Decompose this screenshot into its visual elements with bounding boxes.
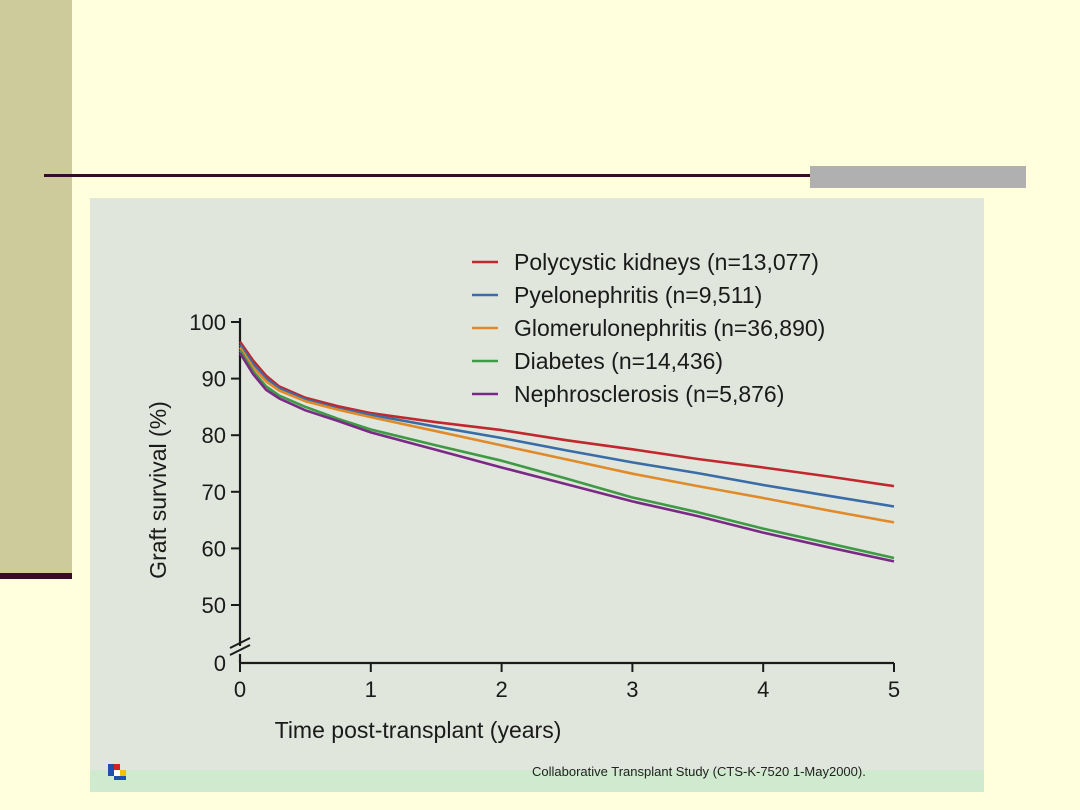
- series-line: [238, 352, 895, 563]
- x-axis-label: Time post-transplant (years): [275, 717, 562, 743]
- legend-label: Glomerulonephritis (n=36,890): [514, 315, 825, 341]
- grey-accent-bar: [810, 166, 1026, 188]
- footer-strip: [90, 770, 984, 792]
- source-credit: Collaborative Transplant Study (CTS-K-75…: [532, 764, 866, 779]
- axis-break-mark: [229, 644, 251, 656]
- series-line: [238, 346, 895, 524]
- y-tick-label: 100: [189, 310, 226, 335]
- x-tick-label: 3: [626, 677, 638, 702]
- legend-label: Diabetes (n=14,436): [514, 348, 723, 374]
- x-tick-label: 0: [234, 677, 246, 702]
- y-ticks: 100 90 80 70 60 50 0: [189, 310, 240, 676]
- y-tick-label: 90: [202, 367, 226, 392]
- y-tick-label: 0: [214, 651, 226, 676]
- x-ticks: 0 1 2 3 4 5: [234, 663, 900, 702]
- chart-legend: Polycystic kidneys (n=13,077) Pyelonephri…: [472, 249, 825, 407]
- series-line: [238, 349, 895, 560]
- x-tick-label: 1: [365, 677, 377, 702]
- title-divider-rule: [44, 174, 1026, 177]
- legend-label: Nephrosclerosis (n=5,876): [514, 381, 784, 407]
- x-tick-label: 4: [757, 677, 769, 702]
- y-axis-label: Graft survival (%): [145, 401, 171, 579]
- cts-logo-icon: [108, 764, 126, 780]
- left-decor-band: [0, 0, 72, 575]
- y-tick-label: 80: [202, 423, 226, 448]
- chart-axes: [229, 318, 894, 665]
- axis-break-mark: [229, 637, 251, 649]
- legend-label: Polycystic kidneys (n=13,077): [514, 249, 819, 275]
- x-tick-label: 5: [888, 677, 900, 702]
- y-tick-label: 50: [202, 593, 226, 618]
- left-decor-rule: [0, 573, 72, 579]
- series-lines: [238, 341, 895, 563]
- graft-survival-chart: 0 1 2 3 4 5 100 90 80 70 60 50 0 Polycystic kidneys…: [145, 249, 900, 743]
- series-line: [238, 341, 895, 488]
- series-line: [238, 343, 895, 508]
- x-tick-label: 2: [495, 677, 507, 702]
- y-tick-label: 70: [202, 480, 226, 505]
- legend-label: Pyelonephritis (n=9,511): [514, 282, 762, 308]
- y-tick-label: 60: [202, 536, 226, 561]
